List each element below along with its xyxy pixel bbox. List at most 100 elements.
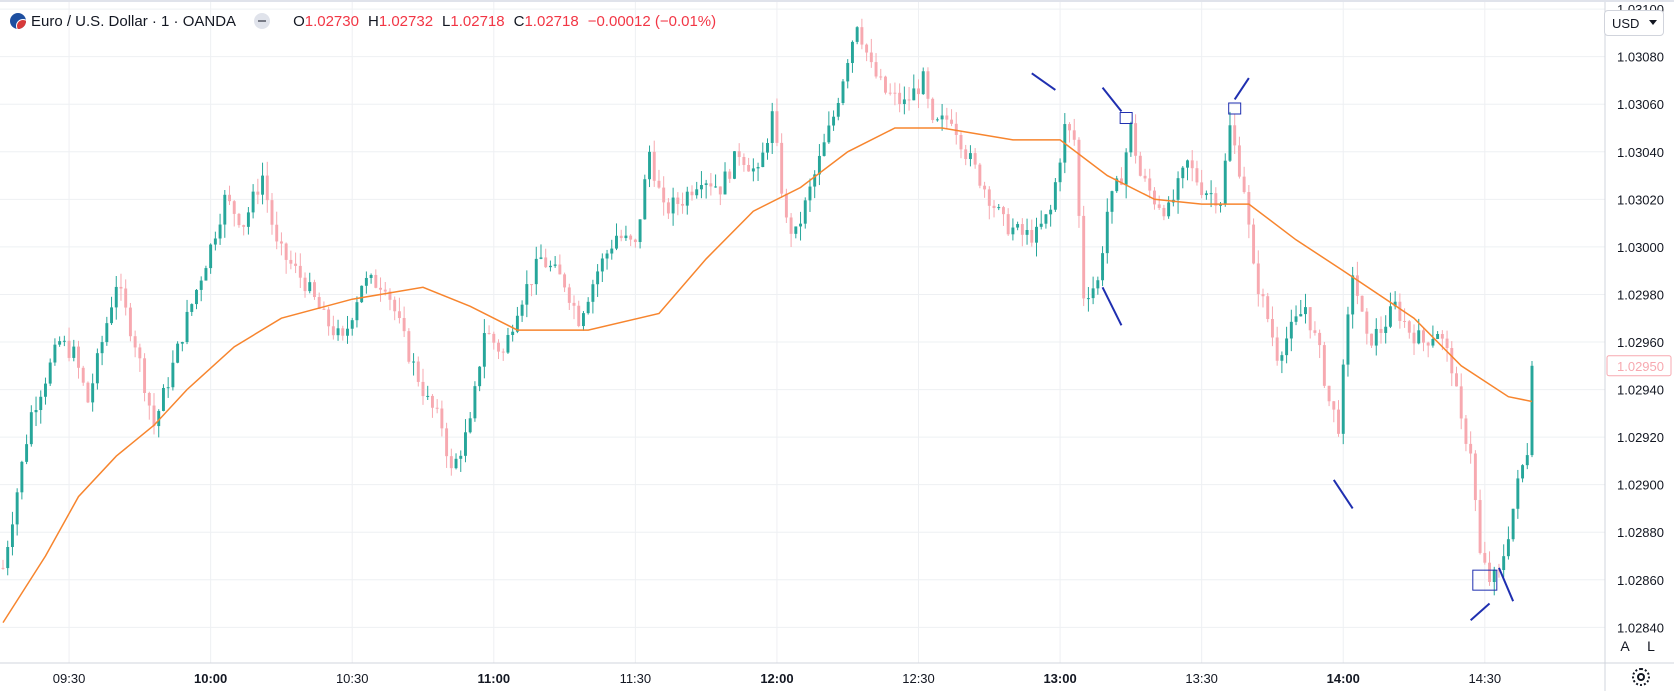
- candle-body: [412, 361, 416, 363]
- candle: [1421, 328, 1425, 352]
- candle: [1304, 293, 1307, 324]
- gear-icon[interactable]: [1632, 668, 1650, 686]
- candle: [199, 276, 203, 302]
- y-tick-label: 1.02980: [1617, 287, 1664, 302]
- candle-body: [1270, 319, 1274, 338]
- candle-body: [1148, 178, 1152, 191]
- candle: [530, 284, 534, 297]
- candle-body: [1082, 215, 1086, 299]
- open-label: O: [293, 12, 305, 30]
- candle: [728, 168, 732, 183]
- candle-body: [992, 205, 996, 209]
- candle-body: [350, 320, 354, 329]
- candle-body: [784, 193, 788, 218]
- candle-body: [1030, 230, 1034, 243]
- candle-body: [147, 392, 151, 406]
- candle: [1322, 341, 1326, 389]
- candle: [638, 219, 642, 249]
- eye-icon[interactable]: [254, 13, 271, 29]
- candle: [473, 381, 477, 422]
- candle-body: [1105, 211, 1109, 254]
- candle-body: [1252, 224, 1256, 264]
- candle-body: [157, 410, 161, 427]
- candle: [1488, 551, 1491, 586]
- candle: [1478, 489, 1482, 555]
- candle: [152, 393, 156, 435]
- candle-body: [751, 168, 755, 172]
- candle: [1209, 180, 1213, 208]
- candle: [1148, 168, 1152, 199]
- candle: [185, 299, 189, 345]
- candle-body: [138, 347, 142, 359]
- candle-body: [567, 287, 571, 303]
- candle: [180, 341, 184, 352]
- currency-selector[interactable]: USD: [1604, 10, 1664, 36]
- candle: [430, 394, 434, 418]
- candle-body: [1011, 227, 1015, 235]
- log-scale-button[interactable]: L: [1640, 635, 1662, 657]
- candle-body: [58, 341, 62, 345]
- candle-body: [10, 524, 14, 548]
- candle-body: [704, 183, 708, 186]
- candle-body: [95, 353, 99, 384]
- candle: [138, 343, 142, 372]
- open-value: 1.02730: [304, 12, 359, 30]
- candle-body: [832, 116, 836, 126]
- candle-body: [600, 258, 604, 272]
- candle-body: [360, 285, 364, 303]
- candle-body: [308, 282, 312, 292]
- candle-body: [506, 334, 510, 353]
- candle: [346, 315, 349, 344]
- candle-body: [426, 395, 430, 397]
- candle-body: [520, 304, 524, 316]
- candle-body: [822, 142, 826, 156]
- candle: [1035, 217, 1038, 257]
- candle-body: [341, 328, 345, 336]
- candle: [1252, 218, 1256, 265]
- candle-body: [643, 179, 647, 220]
- x-tick-label: 10:30: [336, 671, 369, 686]
- candle: [147, 391, 151, 420]
- candle: [1261, 288, 1265, 308]
- x-tick-label: 13:30: [1185, 671, 1218, 686]
- candle: [506, 327, 510, 354]
- candle-body: [1398, 301, 1402, 321]
- candle: [596, 264, 600, 297]
- candle: [704, 179, 708, 199]
- candle-body: [539, 257, 543, 259]
- candle: [105, 316, 109, 346]
- candle-body: [1431, 338, 1435, 346]
- candle: [1091, 276, 1095, 305]
- candle: [1455, 366, 1458, 387]
- candle: [1171, 189, 1175, 207]
- candle: [1001, 205, 1005, 226]
- candle-body: [1016, 224, 1020, 228]
- candle: [676, 192, 680, 216]
- candle: [223, 189, 227, 238]
- candle: [48, 358, 52, 387]
- candle: [681, 192, 685, 214]
- candle: [808, 178, 812, 212]
- candle-body: [1237, 145, 1241, 177]
- symbol-title[interactable]: Euro / U.S. Dollar · 1 · OANDA: [31, 12, 237, 30]
- candle-body: [279, 241, 283, 244]
- candle: [416, 356, 420, 387]
- y-tick-label: 1.02860: [1617, 573, 1664, 588]
- candle-body: [893, 92, 897, 94]
- candle-body: [388, 291, 392, 300]
- candle-body: [1346, 314, 1350, 365]
- candle: [581, 311, 585, 331]
- candle: [256, 178, 260, 205]
- candle-body: [209, 244, 213, 269]
- auto-scale-button[interactable]: A: [1614, 635, 1636, 657]
- candle-body: [397, 311, 401, 319]
- candle-body: [1492, 569, 1496, 582]
- candle-body: [926, 71, 930, 99]
- candle: [869, 38, 873, 68]
- candle: [751, 158, 755, 182]
- candle: [1412, 324, 1416, 355]
- candle: [619, 229, 623, 242]
- candle: [440, 400, 444, 437]
- candle: [1492, 566, 1496, 596]
